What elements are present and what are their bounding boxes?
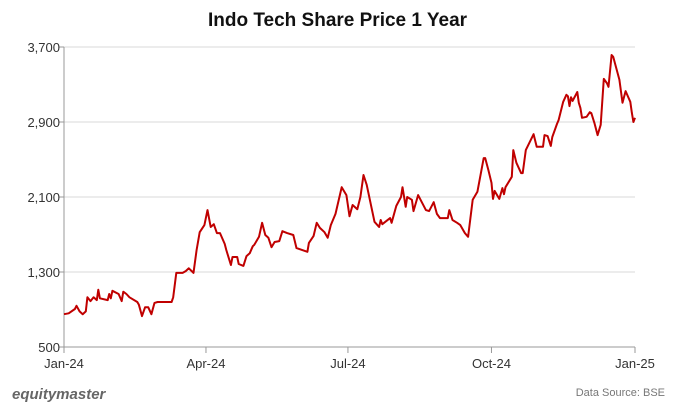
y-tick-label: 2,900 bbox=[27, 115, 60, 130]
y-axis-ticks: 500 1,300 2,100 2,900 3,700 bbox=[27, 40, 64, 355]
x-tick-label: Jul-24 bbox=[330, 356, 365, 371]
y-tick-label: 500 bbox=[38, 340, 60, 355]
gridlines bbox=[64, 46, 635, 273]
equitymaster-logo: equitymaster bbox=[12, 386, 106, 403]
y-tick-label: 2,100 bbox=[27, 190, 60, 205]
price-series-line bbox=[63, 54, 636, 318]
x-tick-label: Jan-25 bbox=[615, 356, 655, 371]
x-tick-label: Oct-24 bbox=[472, 356, 511, 371]
y-tick-label: 1,300 bbox=[27, 265, 60, 280]
data-source: Data Source: BSE bbox=[575, 387, 665, 399]
x-tick-label: Jan-24 bbox=[44, 356, 84, 371]
y-tick-label: 3,700 bbox=[27, 40, 60, 55]
x-axis-ticks: Jan-24 Apr-24 Jul-24 Oct-24 Jan-25 bbox=[44, 347, 655, 371]
chart-title: Indo Tech Share Price 1 Year bbox=[207, 10, 468, 31]
x-tick-label: Apr-24 bbox=[186, 356, 225, 371]
